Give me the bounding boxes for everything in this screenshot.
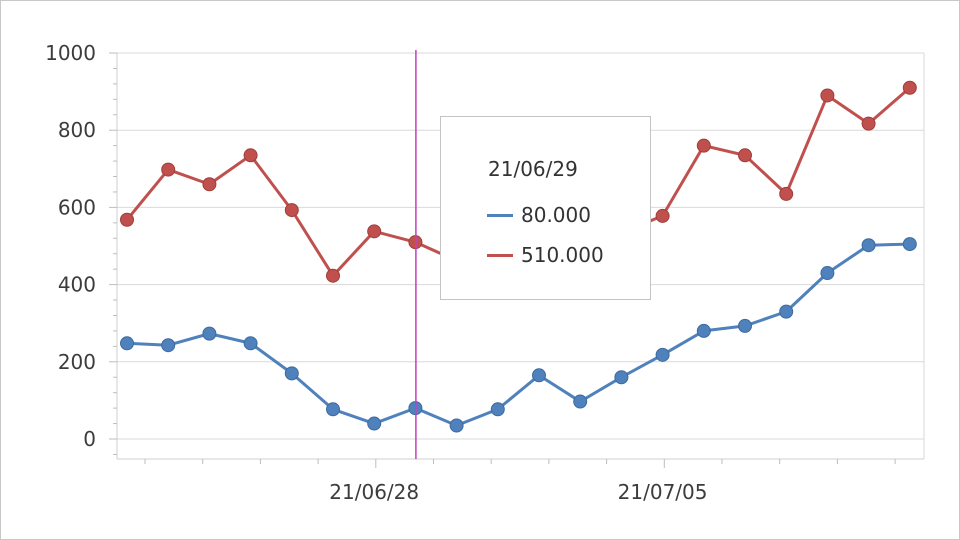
data-point[interactable] xyxy=(326,402,340,417)
data-point[interactable] xyxy=(161,162,176,177)
tooltip-series-2-value: 510.000 xyxy=(521,243,604,267)
data-point[interactable] xyxy=(861,116,876,131)
data-point[interactable] xyxy=(490,402,505,417)
data-point[interactable] xyxy=(820,88,835,103)
data-point[interactable] xyxy=(655,208,670,223)
y-tick-label: 800 xyxy=(58,118,96,142)
data-point[interactable] xyxy=(820,266,835,281)
tooltip: 21/06/29 80.000 510.000 xyxy=(440,116,651,300)
data-point[interactable] xyxy=(243,336,258,351)
data-point[interactable] xyxy=(902,80,917,95)
data-point[interactable] xyxy=(738,148,752,163)
y-tick-label: 0 xyxy=(83,427,96,451)
x-tick-label: 21/06/28 xyxy=(329,480,419,504)
tooltip-date: 21/06/29 xyxy=(488,157,578,181)
data-point[interactable] xyxy=(655,347,670,362)
y-tick-label: 200 xyxy=(58,350,96,374)
tooltip-row-series-1: 80.000 xyxy=(487,203,591,227)
data-point[interactable] xyxy=(326,268,340,283)
data-point[interactable] xyxy=(202,326,217,341)
tooltip-row-series-2: 510.000 xyxy=(487,243,604,267)
data-point[interactable] xyxy=(202,177,217,192)
data-point[interactable] xyxy=(161,338,176,353)
y-tick-label: 400 xyxy=(58,273,96,297)
axes xyxy=(109,52,925,468)
data-point[interactable] xyxy=(861,238,876,253)
data-point[interactable] xyxy=(284,366,299,381)
y-tick-label: 600 xyxy=(58,195,96,219)
data-point[interactable] xyxy=(367,224,382,239)
tooltip-series-1-value: 80.000 xyxy=(521,203,591,227)
data-point[interactable] xyxy=(120,212,134,227)
data-point[interactable] xyxy=(284,203,299,218)
data-point[interactable] xyxy=(779,186,794,201)
series-line xyxy=(126,242,910,427)
data-point[interactable] xyxy=(243,148,258,163)
data-point[interactable] xyxy=(902,237,917,252)
data-point[interactable] xyxy=(573,394,588,409)
data-point[interactable] xyxy=(532,368,546,383)
tooltip-series-1-swatch xyxy=(487,213,513,217)
y-axis-tick-labels: 0 200 400 600 800 1000 xyxy=(45,41,96,451)
data-point[interactable] xyxy=(738,318,752,333)
data-point[interactable] xyxy=(696,138,711,153)
x-axis-tick-labels: 21/06/28 21/07/05 xyxy=(329,480,707,504)
series-1 xyxy=(120,237,917,433)
data-point[interactable] xyxy=(696,323,711,338)
data-point[interactable] xyxy=(367,416,382,431)
tooltip-series-2-swatch xyxy=(487,253,513,257)
y-tick-label: 1000 xyxy=(45,41,96,65)
data-point[interactable] xyxy=(449,418,464,433)
data-point[interactable] xyxy=(779,304,794,319)
x-tick-label: 21/07/05 xyxy=(618,480,708,504)
data-point[interactable] xyxy=(614,370,629,385)
data-point[interactable] xyxy=(120,336,134,351)
